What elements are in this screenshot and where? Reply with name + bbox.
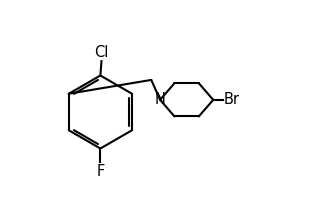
Text: F: F [96,164,105,179]
Text: N: N [155,92,166,107]
Text: Br: Br [224,92,240,107]
Text: Cl: Cl [94,45,109,60]
